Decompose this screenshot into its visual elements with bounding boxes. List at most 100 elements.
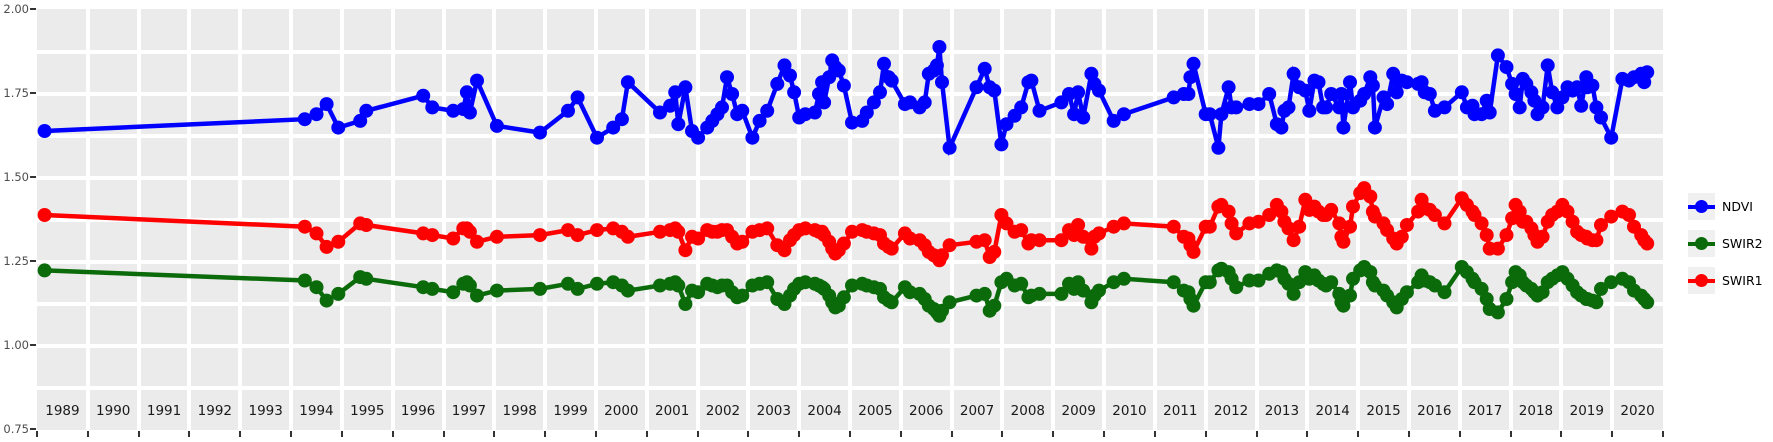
data-point-swir1 bbox=[1346, 199, 1360, 214]
x-tick-label-1998: 1998 bbox=[502, 403, 537, 419]
data-point-ndvi bbox=[932, 40, 947, 54]
x-tick-mark bbox=[899, 431, 902, 437]
data-point-ndvi bbox=[309, 107, 324, 122]
data-point-ndvi bbox=[653, 105, 667, 120]
data-point-swir2 bbox=[1202, 275, 1217, 290]
data-point-swir2 bbox=[37, 263, 52, 278]
data-point-swir2 bbox=[1186, 298, 1201, 313]
data-point-ndvi bbox=[1479, 93, 1494, 108]
data-point-swir1 bbox=[884, 241, 899, 256]
data-point-ndvi bbox=[1399, 75, 1414, 90]
data-point-swir1 bbox=[1281, 221, 1296, 236]
data-point-ndvi bbox=[1274, 120, 1289, 135]
data-point-ndvi bbox=[1574, 98, 1589, 113]
data-point-swir1 bbox=[462, 224, 477, 239]
data-point-ndvi bbox=[1202, 107, 1217, 122]
y-tick-mark bbox=[30, 428, 36, 430]
data-point-swir2 bbox=[987, 298, 1002, 313]
data-point-swir1 bbox=[678, 243, 693, 258]
data-point-ndvi bbox=[570, 90, 585, 105]
data-point-swir2 bbox=[620, 283, 635, 298]
gridline-vertical bbox=[1305, 9, 1310, 430]
data-point-swir2 bbox=[359, 271, 374, 286]
data-point-ndvi bbox=[1490, 48, 1505, 63]
x-tick-label-1994: 1994 bbox=[299, 403, 334, 419]
data-point-ndvi bbox=[859, 105, 874, 120]
gridline-vertical bbox=[1559, 9, 1564, 430]
data-point-ndvi bbox=[319, 97, 334, 112]
x-tick-mark bbox=[493, 431, 496, 437]
data-point-ndvi bbox=[1570, 80, 1585, 95]
plot-panel: 1989 1990 1991 1992 1993 1994 1995 1996 1997 1998… bbox=[37, 9, 1663, 430]
legend-key-swir1-icon bbox=[1688, 267, 1715, 294]
gridline-vertical bbox=[289, 9, 294, 430]
data-point-swir2 bbox=[1336, 298, 1351, 313]
gridline-vertical bbox=[746, 9, 751, 430]
data-point-ndvi bbox=[1334, 87, 1349, 101]
x-tick-label-2011: 2011 bbox=[1163, 403, 1198, 419]
data-point-swir2 bbox=[462, 278, 477, 293]
legend-item-swir2: SWIR2 bbox=[1688, 230, 1763, 257]
data-point-ndvi bbox=[929, 58, 944, 73]
gridline-vertical bbox=[644, 9, 649, 430]
gridline-vertical bbox=[1457, 9, 1462, 430]
data-point-ndvi bbox=[1336, 120, 1351, 135]
data-point-ndvi bbox=[752, 113, 767, 128]
data-point-swir2 bbox=[671, 278, 686, 293]
data-point-ndvi bbox=[1076, 110, 1091, 125]
data-point-ndvi bbox=[425, 100, 440, 115]
series-line-ndvi bbox=[44, 46, 1650, 157]
data-point-ndvi bbox=[416, 88, 431, 103]
data-point-ndvi bbox=[942, 140, 957, 155]
data-point-ndvi bbox=[1092, 83, 1106, 98]
data-point-ndvi bbox=[1286, 66, 1301, 81]
x-tick-label-2020: 2020 bbox=[1620, 403, 1655, 419]
data-point-ndvi bbox=[1508, 87, 1523, 101]
gridline-vertical bbox=[390, 9, 395, 430]
data-point-ndvi bbox=[1499, 60, 1514, 75]
data-point-swir1 bbox=[1262, 208, 1277, 222]
data-point-swir1 bbox=[331, 234, 346, 249]
x-tick-label-2008: 2008 bbox=[1010, 403, 1046, 419]
x-tick-label-2007: 2007 bbox=[959, 403, 995, 419]
data-point-swir1 bbox=[1594, 218, 1608, 232]
data-point-ndvi bbox=[994, 137, 1009, 152]
x-tick-label-2003: 2003 bbox=[756, 403, 791, 419]
data-point-swir1 bbox=[1202, 219, 1217, 234]
data-point-swir1 bbox=[1071, 218, 1086, 232]
data-point-swir1 bbox=[1014, 223, 1029, 238]
data-point-swir2 bbox=[884, 295, 899, 310]
data-point-ndvi bbox=[877, 56, 891, 71]
data-point-swir2 bbox=[942, 295, 957, 310]
data-point-swir2 bbox=[319, 293, 334, 308]
data-point-ndvi bbox=[663, 98, 678, 113]
x-tick-label-2017: 2017 bbox=[1467, 403, 1503, 419]
data-point-ndvi bbox=[817, 95, 832, 110]
x-tick-mark bbox=[1153, 431, 1156, 437]
x-tick-label-2000: 2000 bbox=[604, 403, 639, 419]
y-tick-mark bbox=[30, 92, 36, 94]
data-point-swir2 bbox=[1286, 286, 1301, 301]
gridline-vertical bbox=[441, 9, 446, 430]
x-tick-label-2013: 2013 bbox=[1264, 403, 1300, 419]
data-point-ndvi bbox=[462, 105, 477, 120]
data-point-swir1 bbox=[977, 233, 992, 248]
data-point-swir1 bbox=[1474, 216, 1489, 231]
data-point-ndvi bbox=[1422, 87, 1437, 101]
x-tick-mark bbox=[1560, 431, 1563, 437]
data-point-swir2 bbox=[1076, 283, 1091, 298]
data-point-ndvi bbox=[614, 112, 629, 127]
data-point-swir2 bbox=[735, 288, 750, 303]
data-point-swir1 bbox=[297, 219, 312, 234]
x-tick-label-1996: 1996 bbox=[400, 403, 436, 419]
data-point-ndvi bbox=[331, 120, 346, 135]
x-tick-mark bbox=[594, 431, 597, 437]
x-tick-label-2016: 2016 bbox=[1417, 403, 1452, 419]
x-tick-mark bbox=[1306, 431, 1309, 437]
data-point-ndvi bbox=[1512, 100, 1527, 115]
data-point-swir2 bbox=[760, 275, 775, 290]
data-point-swir2 bbox=[836, 290, 851, 305]
x-tick-mark bbox=[696, 431, 699, 437]
data-point-swir1 bbox=[446, 231, 461, 246]
data-point-ndvi bbox=[1365, 78, 1380, 93]
